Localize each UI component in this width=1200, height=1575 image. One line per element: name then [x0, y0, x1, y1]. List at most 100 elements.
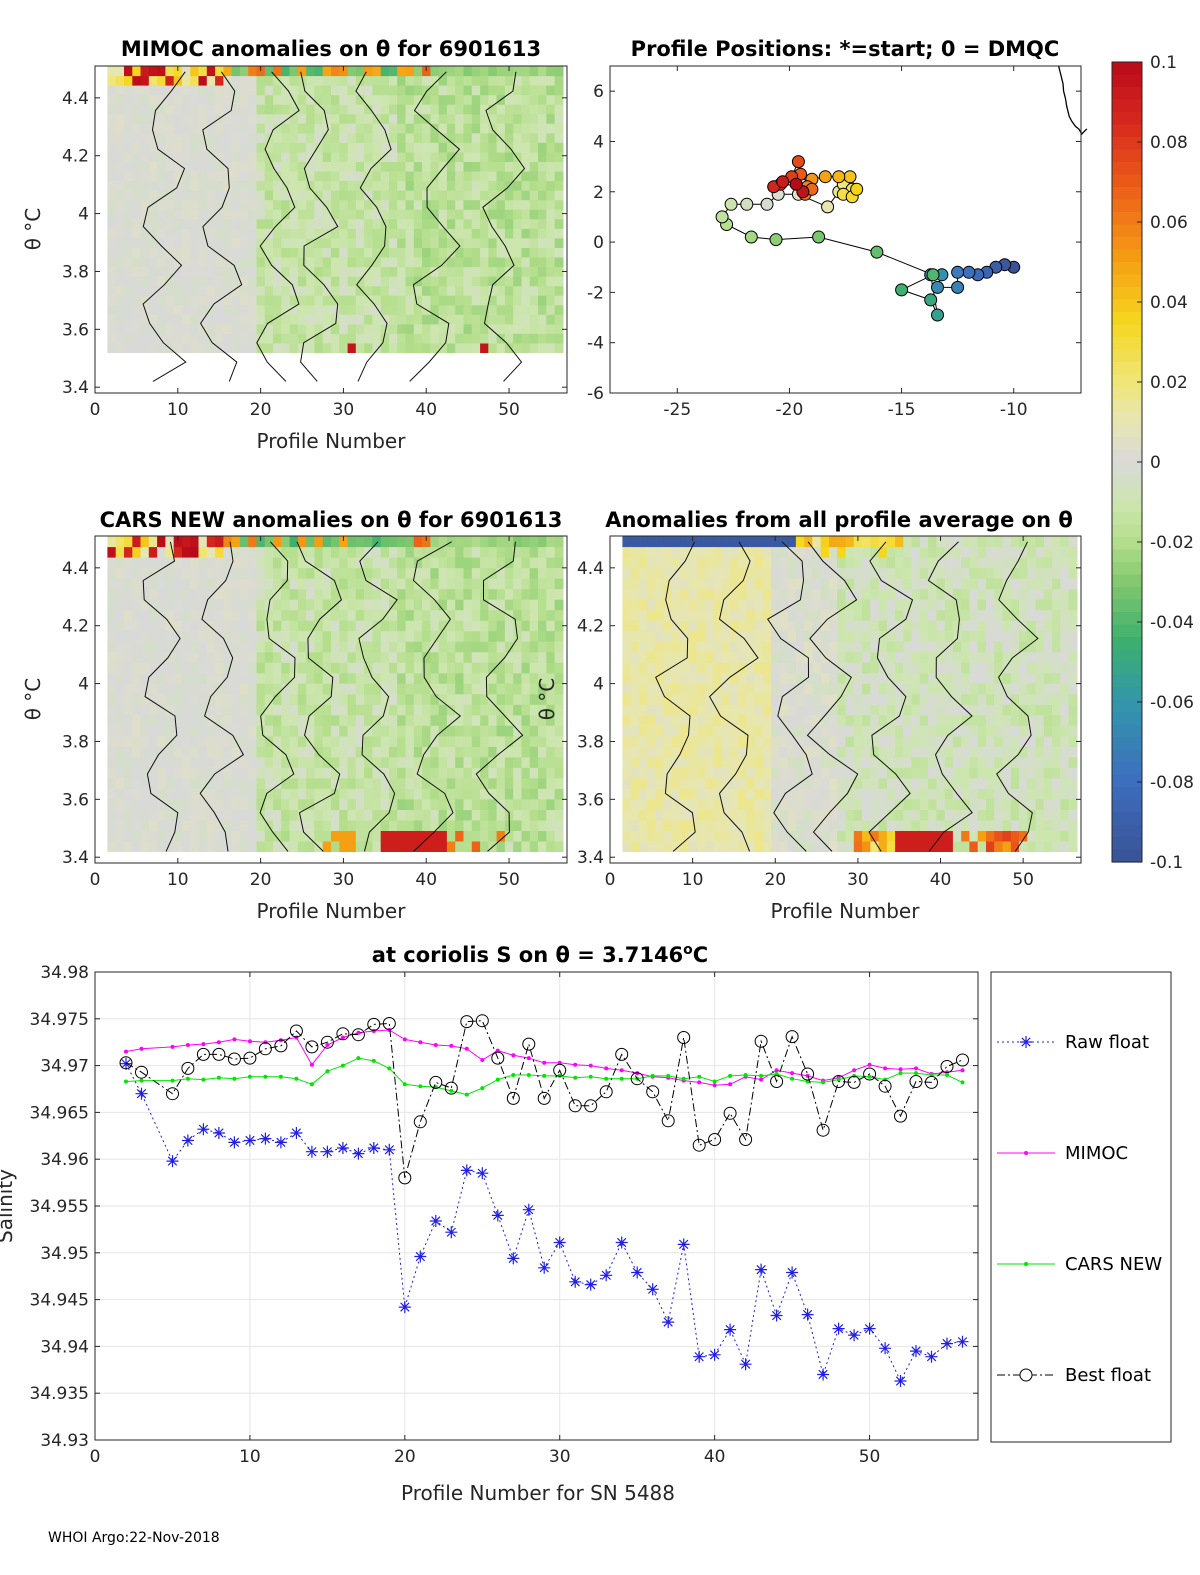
heat-cell	[513, 567, 523, 579]
heat-cell	[513, 314, 523, 325]
heat-cell	[181, 767, 191, 779]
heat-cell	[239, 333, 249, 344]
heat-cell	[397, 180, 407, 191]
heat-cell	[413, 819, 423, 831]
heat-cell	[215, 190, 224, 201]
heat-cell	[248, 840, 258, 852]
heat-cell	[206, 777, 216, 789]
heat-cell	[215, 756, 224, 768]
heat-cell	[413, 94, 423, 105]
heat-cell	[206, 171, 216, 182]
heat-cell	[647, 567, 657, 579]
heat-cell	[190, 323, 200, 334]
heat-cell	[446, 304, 456, 315]
heat-cell	[273, 123, 282, 134]
heat-cell	[322, 123, 332, 134]
heat-cell	[405, 123, 415, 134]
heat-cell	[688, 536, 698, 548]
heat-cell	[181, 725, 191, 737]
heat-cell	[529, 819, 539, 831]
heat-cell	[405, 788, 415, 800]
heat-cell	[322, 557, 332, 569]
heat-cell	[347, 746, 357, 758]
heat-cell	[306, 142, 316, 153]
heat-cell	[812, 588, 822, 600]
heat-cell	[430, 683, 440, 695]
heat-cell	[148, 237, 158, 248]
heat-cell	[389, 237, 398, 248]
positions-plot	[715, 65, 1088, 322]
heat-cell	[538, 609, 547, 621]
heat-cell	[438, 704, 448, 716]
colorbar-step	[1112, 774, 1142, 788]
heat-cell	[911, 809, 921, 821]
heat-cell	[438, 651, 448, 663]
heat-cell	[762, 746, 772, 758]
heat-cell	[215, 599, 224, 611]
heat-cell	[215, 798, 224, 810]
heat-cell	[853, 830, 863, 842]
heat-cell	[538, 285, 547, 296]
heat-cell	[190, 228, 200, 239]
heat-cell	[911, 725, 921, 737]
heat-cell	[513, 66, 523, 77]
heat-cell	[115, 704, 125, 716]
heat-cell	[762, 809, 772, 821]
heat-cell	[223, 199, 233, 210]
heat-cell	[273, 104, 282, 115]
heat-cell	[347, 218, 357, 229]
heat-cell	[331, 798, 340, 810]
heat-cell	[870, 641, 880, 653]
heat-cell	[504, 257, 514, 268]
heat-cell	[157, 798, 166, 810]
heat-cell	[812, 662, 822, 674]
heat-cell	[256, 75, 266, 86]
heat-cell	[132, 693, 142, 705]
heat-cell	[705, 819, 714, 831]
heat-cell	[422, 798, 431, 810]
heat-cell	[820, 599, 830, 611]
heat-cell	[372, 683, 382, 695]
heat-cell	[355, 151, 365, 162]
heat-cell	[438, 113, 448, 124]
heat-cell	[961, 777, 971, 789]
heat-cell	[132, 609, 142, 621]
heat-cell	[647, 536, 657, 548]
heat-cell	[762, 735, 772, 747]
heat-cell	[680, 767, 690, 779]
heat-cell	[471, 557, 481, 569]
heat-cell	[804, 714, 814, 726]
colorbar-ticks: 0.10.080.060.040.020-0.02-0.04-0.06-0.08…	[1137, 53, 1194, 873]
heat-cell	[870, 756, 880, 768]
heat-cell	[206, 798, 216, 810]
heat-cell	[471, 285, 481, 296]
colorbar-step	[1112, 837, 1142, 851]
heat-cell	[190, 304, 200, 315]
heat-cell	[538, 180, 547, 191]
heat-cell	[157, 641, 166, 653]
heat-cell	[496, 777, 506, 789]
heat-cell	[239, 620, 249, 632]
heat-cell	[389, 735, 398, 747]
heat-cell	[148, 104, 158, 115]
heat-cell	[405, 704, 415, 716]
heat-cell	[521, 190, 531, 201]
heat-cell	[215, 830, 224, 842]
heat-cell	[944, 609, 954, 621]
heat-cell	[713, 662, 723, 674]
heat-cell	[521, 620, 531, 632]
heat-cell	[256, 342, 266, 353]
heat-cell	[289, 788, 299, 800]
colorbar-step	[1112, 349, 1142, 363]
heat-cell	[529, 276, 539, 287]
heat-cell	[306, 725, 316, 737]
heat-cell	[928, 672, 937, 684]
heat-cell	[521, 809, 531, 821]
heat-cell	[206, 209, 216, 220]
heat-cell	[364, 113, 373, 124]
heat-cell	[181, 228, 191, 239]
heat-cell	[438, 641, 448, 653]
heat-cell	[231, 151, 241, 162]
heat-cell	[895, 819, 904, 831]
heat-cell	[787, 798, 797, 810]
